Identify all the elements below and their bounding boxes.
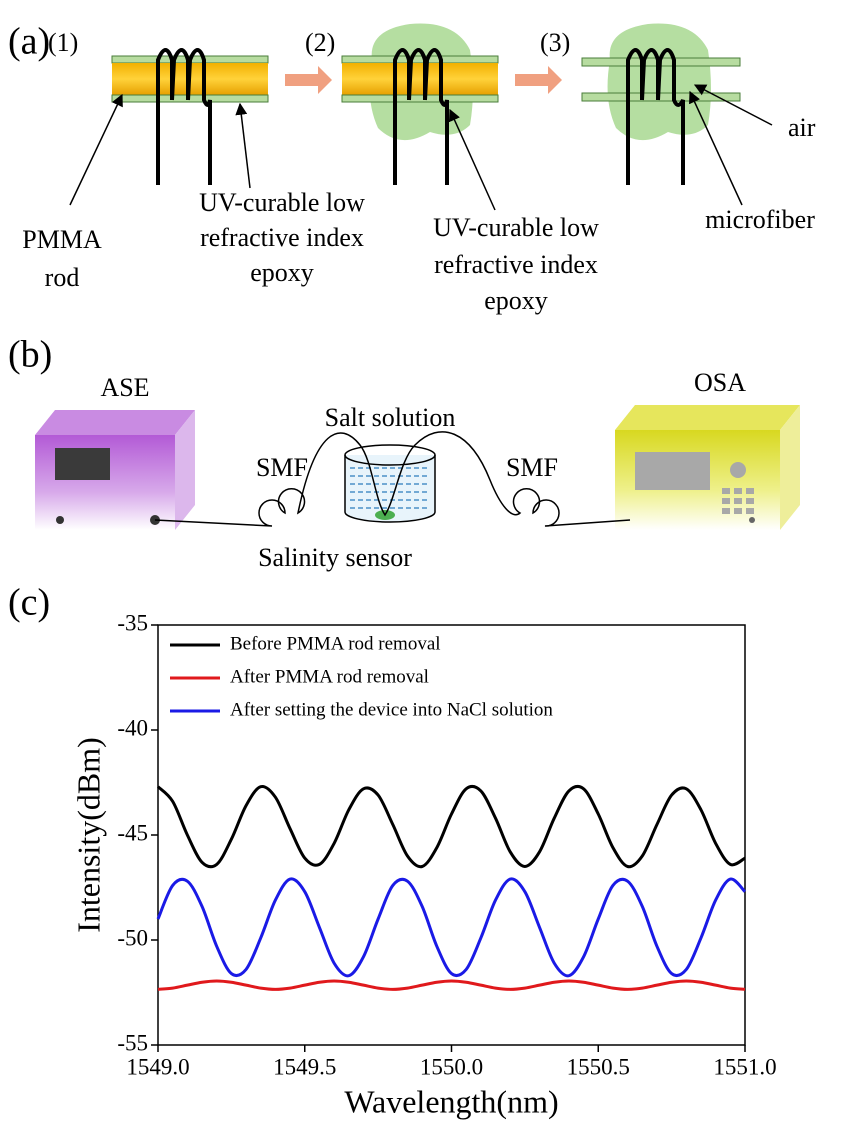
annotation: Salinity sensor: [258, 543, 412, 572]
annotation: microfiber: [705, 205, 815, 234]
y-axis-title: Intensity(dBm): [70, 737, 106, 933]
y-tick-label: -45: [117, 820, 148, 845]
annotation-arrow: [69, 93, 123, 206]
annotation: air: [788, 113, 816, 142]
panel-label: (b): [8, 334, 52, 376]
x-tick-label: 1550.0: [420, 1054, 483, 1079]
annotation: Salt solution: [325, 403, 456, 432]
annotation: PMMA: [22, 225, 102, 254]
x-axis-title: Wavelength(nm): [344, 1083, 558, 1119]
annotation-arrow: [448, 108, 496, 211]
y-tick-label: -40: [117, 715, 148, 740]
legend-label: After setting the device into NaCl solut…: [230, 699, 553, 720]
x-tick-label: 1549.0: [126, 1054, 189, 1079]
epoxy-layer: [581, 92, 741, 102]
annotation: rod: [45, 263, 80, 292]
annotation: UV-curable low: [199, 188, 365, 217]
microfiber-coil: [393, 48, 449, 185]
osa-buttons: [722, 488, 754, 514]
annotation: epoxy: [484, 286, 548, 315]
legend-label: After PMMA rod removal: [230, 666, 429, 687]
annotation-arrow: [689, 90, 743, 206]
panel-label: (c): [8, 582, 50, 624]
panel-b: (b) ASE OSA Salt solution SMF SMF: [8, 334, 800, 572]
series-line: [157, 979, 746, 991]
step-label: (2): [305, 28, 335, 57]
osa-knob: [730, 462, 746, 478]
annotation: epoxy: [250, 258, 314, 287]
annotation: UV-curable low: [433, 213, 599, 242]
annotation-arrow: [235, 102, 251, 189]
osa-box-side: [780, 405, 800, 530]
ase-screen: [55, 448, 110, 480]
legend-label: Before PMMA rod removal: [230, 633, 441, 654]
fiber: [154, 431, 631, 527]
epoxy-layer: [341, 55, 499, 64]
solution: [350, 467, 430, 509]
y-tick-label: -35: [117, 610, 148, 635]
microfiber-coil: [626, 48, 685, 185]
ase-port: [56, 516, 64, 524]
panel-a: (a) (1) (2) (3) PMMA rod UV-curable low …: [8, 21, 816, 315]
y-tick-label: -55: [117, 1030, 148, 1055]
microfiber-coil: [156, 48, 212, 185]
annotation: SMF: [506, 453, 558, 482]
x-tick-label: 1549.5: [273, 1054, 336, 1079]
step-label: (1): [48, 28, 78, 57]
beaker: [344, 455, 436, 523]
panel-label: (a): [8, 21, 50, 63]
annotation: refractive index: [200, 223, 364, 252]
beaker-rim: [344, 444, 436, 466]
osa-screen: [635, 452, 710, 490]
y-tick-label: -50: [117, 925, 148, 950]
osa-box-top: [615, 405, 800, 430]
device-label: OSA: [694, 368, 746, 397]
process-arrow: [515, 66, 562, 94]
osa-port: [749, 517, 755, 523]
ase-box-top: [35, 410, 195, 435]
series-line: [156, 784, 746, 869]
series-line: [156, 877, 747, 978]
device-label: ASE: [100, 373, 149, 402]
x-tick-label: 1550.5: [567, 1054, 630, 1079]
step-label: (3): [540, 28, 570, 57]
annotation: refractive index: [434, 250, 598, 279]
ase-box-side: [175, 410, 195, 530]
epoxy-layer: [341, 94, 499, 103]
annotation-arrow: [693, 84, 773, 126]
pmma-rod: [342, 63, 498, 95]
process-arrow: [285, 66, 332, 94]
x-tick-label: 1551.0: [713, 1054, 776, 1079]
annotation: SMF: [256, 453, 308, 482]
